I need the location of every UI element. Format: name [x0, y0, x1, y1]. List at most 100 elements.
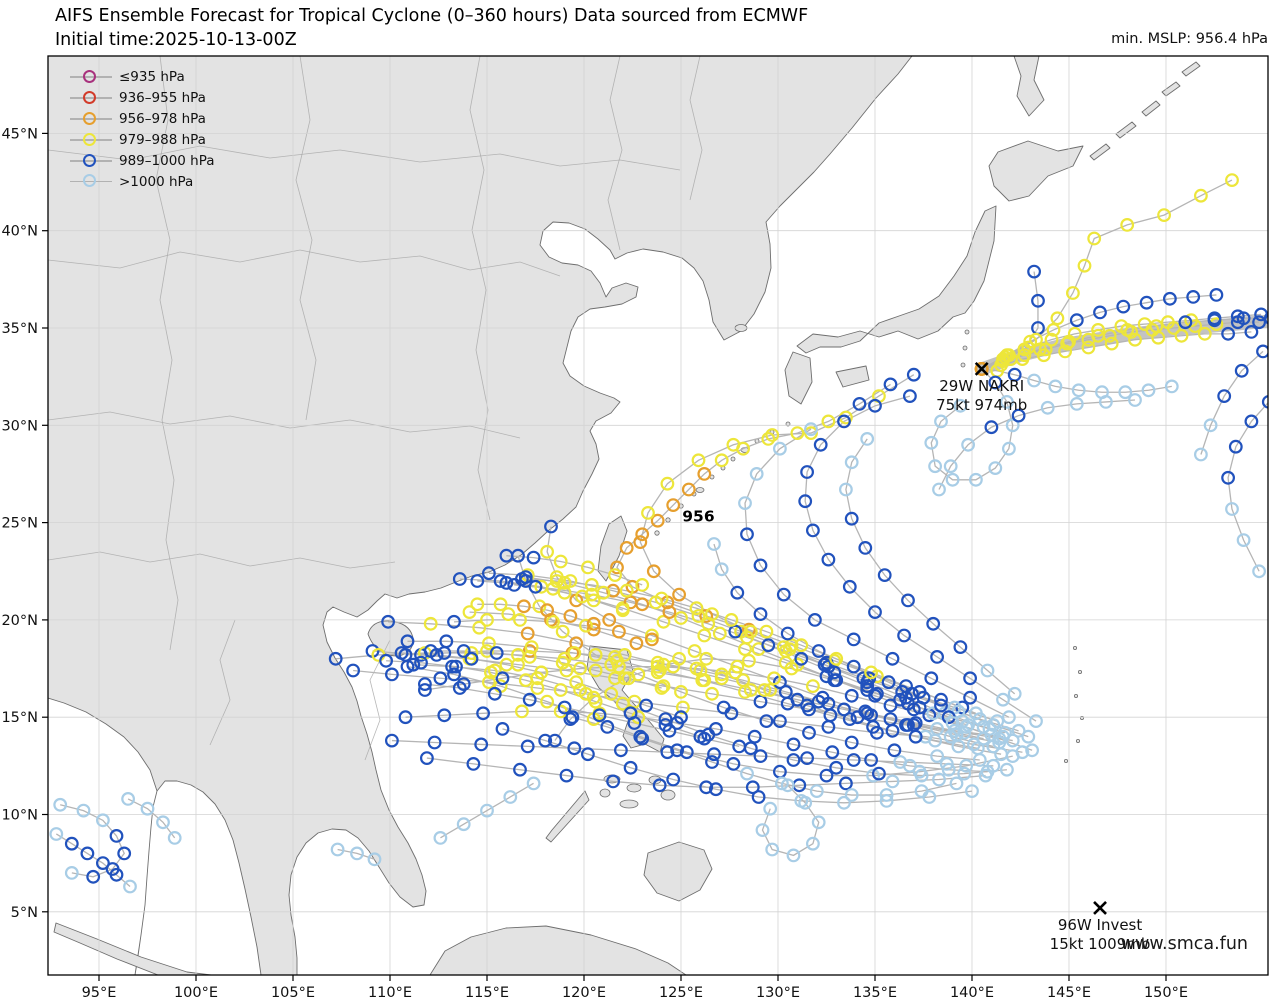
- track-point: [982, 722, 997, 736]
- track-point: [728, 624, 743, 639]
- track-point: [1017, 342, 1032, 357]
- track-point: [64, 866, 79, 880]
- track-point: [86, 869, 101, 884]
- axes: 95°E 100°E 105°E 110°E 115°E 120°E 125°E 130°E 1…: [1, 126, 1188, 1001]
- landmass: [1115, 121, 1137, 139]
- track-point: [823, 708, 838, 723]
- track-point: [945, 716, 960, 730]
- track-point: [992, 731, 1007, 746]
- track-point: [883, 712, 898, 726]
- track-point: [423, 616, 438, 631]
- track-point: [526, 776, 541, 791]
- track-point: [1252, 564, 1266, 579]
- track-point: [530, 681, 545, 695]
- track-point: [1244, 325, 1259, 339]
- track-point: [763, 801, 778, 816]
- island: [599, 788, 611, 798]
- lat-axis-label: 35°N: [1, 321, 38, 337]
- track-point: [811, 815, 826, 830]
- pressure-ring-icon: [83, 132, 96, 146]
- track-point: [705, 686, 719, 701]
- track-point: [994, 747, 1008, 762]
- landmasses: [48, 56, 1201, 975]
- track-point: [645, 628, 659, 643]
- gridlines: [48, 56, 1268, 975]
- legend-label: 989–1000 hPa: [119, 153, 215, 169]
- track-point: [906, 367, 921, 382]
- legend-swatch: [70, 69, 112, 85]
- island: [619, 799, 639, 809]
- track-point: [811, 644, 826, 658]
- track-point: [806, 836, 820, 851]
- track-point: [581, 747, 595, 762]
- landmass: [1089, 143, 1111, 161]
- track-point: [780, 626, 795, 641]
- track-point: [328, 651, 343, 666]
- track-point: [394, 646, 409, 660]
- track-point: [887, 743, 902, 758]
- landmass: [784, 351, 813, 405]
- track-point: [753, 607, 768, 621]
- ensemble-track: [477, 603, 594, 625]
- track-point: [610, 560, 624, 575]
- track-point: [1002, 441, 1016, 456]
- track-point: [540, 694, 554, 709]
- track-point: [802, 725, 816, 740]
- track-point: [464, 651, 479, 666]
- track-point: [1263, 312, 1268, 325]
- track-point: [740, 766, 754, 781]
- track-point: [484, 665, 498, 680]
- track-point: [1149, 319, 1164, 334]
- track-point: [780, 778, 795, 793]
- ensemble-track: [761, 784, 820, 857]
- track-point: [790, 692, 805, 707]
- track-point: [1091, 323, 1105, 337]
- track-point: [1000, 762, 1014, 777]
- ensemble-track: [938, 399, 1136, 490]
- track-point: [1048, 379, 1063, 394]
- landmass: [53, 922, 212, 975]
- track-point: [385, 733, 399, 748]
- track-point: [852, 397, 867, 411]
- track-point: [674, 710, 688, 725]
- track-point: [557, 585, 572, 600]
- track-point: [452, 572, 467, 586]
- track-point: [350, 846, 364, 861]
- track-point: [866, 768, 880, 783]
- track-point: [776, 587, 791, 602]
- track-point: [794, 651, 809, 666]
- track-point: [604, 657, 619, 672]
- track-point: [579, 618, 593, 633]
- track-point: [806, 523, 820, 538]
- track-point: [528, 579, 543, 594]
- track-point: [1007, 367, 1022, 382]
- track-point: [988, 461, 1003, 476]
- track-point: [763, 683, 778, 697]
- track-point: [716, 700, 731, 715]
- track-point: [939, 757, 954, 771]
- track-point: [988, 375, 1003, 390]
- track-point: [868, 605, 882, 619]
- track-point: [761, 638, 776, 653]
- legend-label: 956–978 hPa: [119, 111, 206, 128]
- track-point: [456, 677, 471, 691]
- track-point: [786, 848, 801, 863]
- track-point: [980, 663, 995, 678]
- legend-label: ≤935 hPa: [119, 69, 185, 86]
- landmass: [429, 925, 687, 975]
- track-point: [699, 609, 714, 623]
- track-point: [1046, 323, 1061, 337]
- track-point: [951, 704, 966, 719]
- track-point: [844, 688, 859, 703]
- track-point: [447, 614, 461, 629]
- track-point: [742, 622, 756, 637]
- track-point: [957, 766, 972, 781]
- track-point: [635, 731, 650, 746]
- lat-axis-label: 20°N: [1, 613, 38, 629]
- track-point: [726, 437, 741, 452]
- track-point: [883, 698, 898, 713]
- track-point: [400, 634, 415, 649]
- track-point: [666, 772, 681, 787]
- track-point: [714, 667, 729, 682]
- track-point: [80, 846, 95, 861]
